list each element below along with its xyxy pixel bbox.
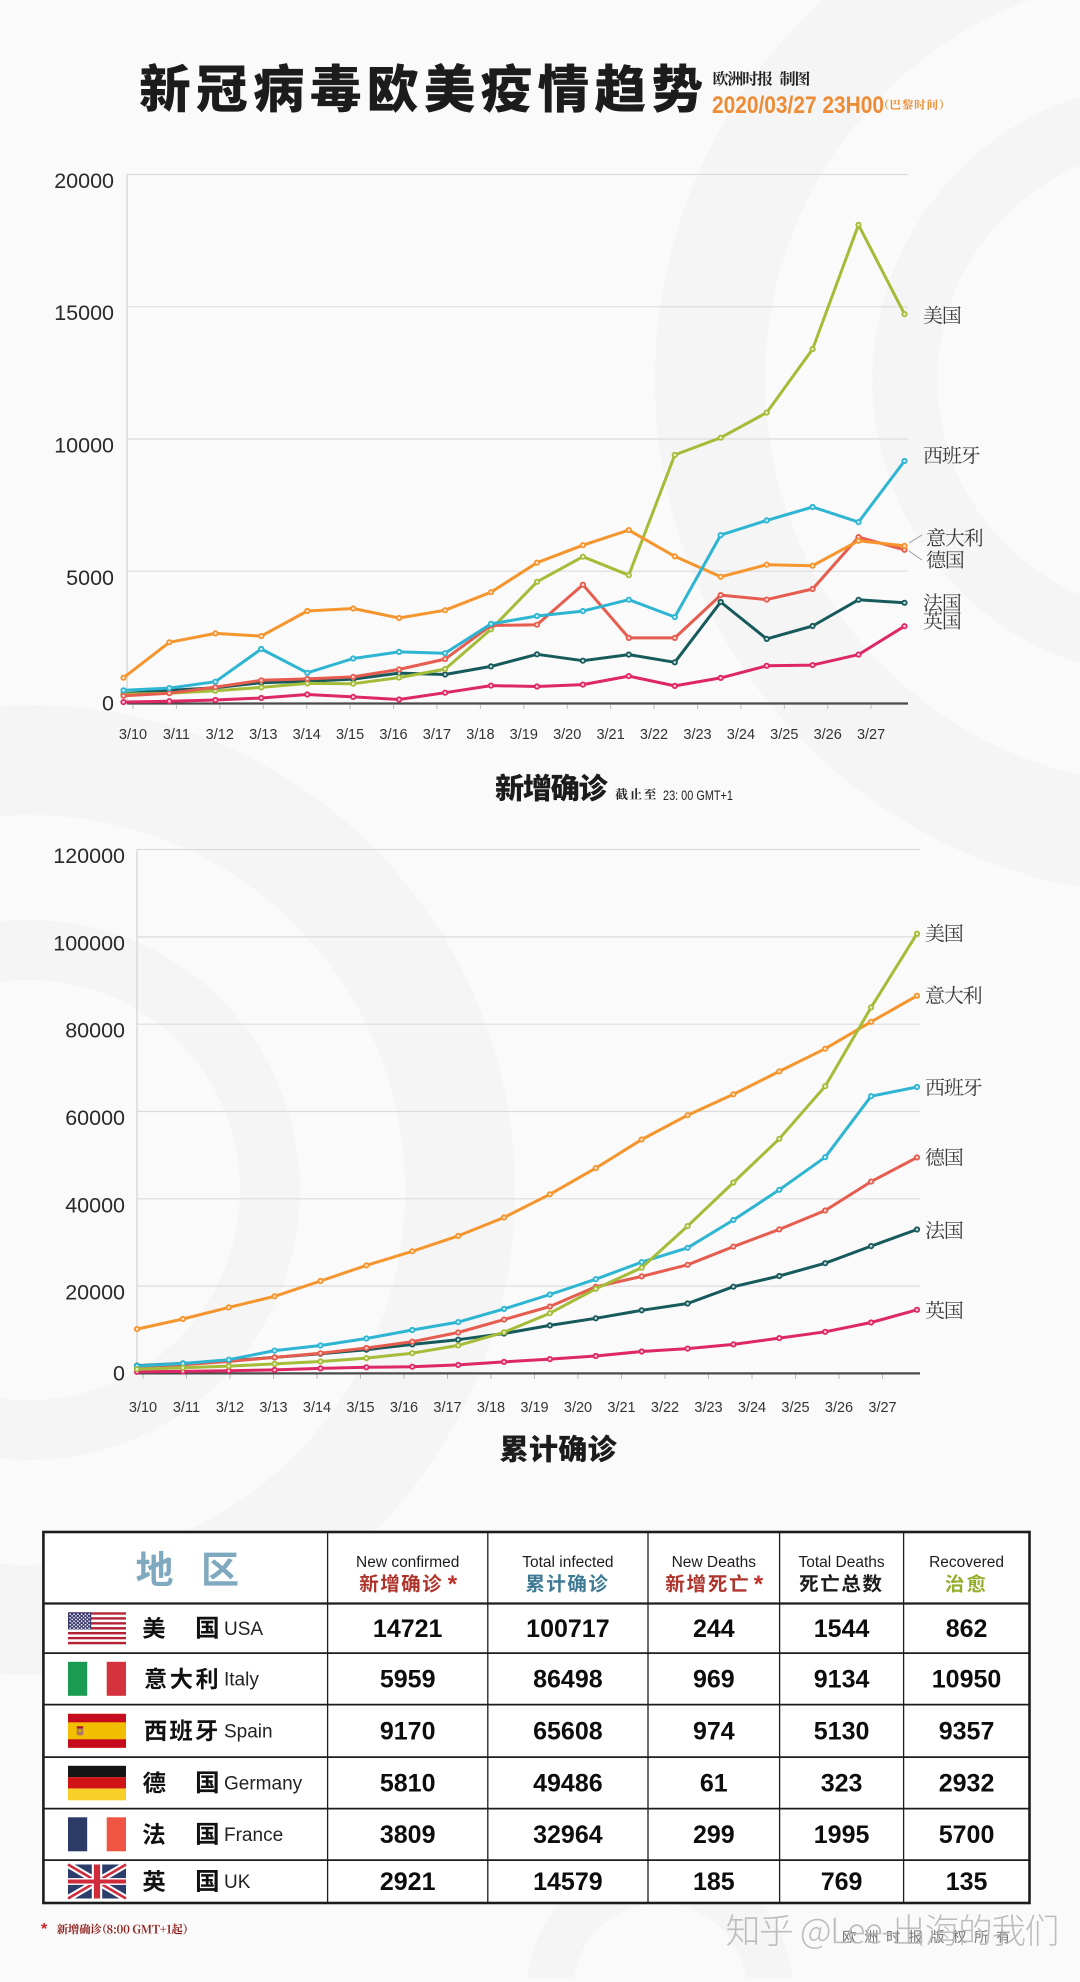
svg-text:5959: 5959 [380, 1665, 436, 1693]
svg-text:3/12: 3/12 [216, 1400, 244, 1416]
svg-text:86498: 86498 [533, 1665, 603, 1693]
svg-text:135: 135 [946, 1868, 988, 1896]
svg-text:France: France [224, 1825, 283, 1846]
svg-text:10000: 10000 [54, 434, 114, 458]
svg-text:2932: 2932 [939, 1769, 995, 1797]
svg-text:0: 0 [102, 692, 114, 716]
svg-text:5130: 5130 [814, 1717, 870, 1745]
svg-text:Recovered: Recovered [929, 1554, 1004, 1571]
svg-text:3/16: 3/16 [390, 1400, 418, 1416]
svg-text:5000: 5000 [66, 566, 114, 590]
svg-text:3/26: 3/26 [825, 1400, 853, 1416]
svg-text:120000: 120000 [53, 844, 125, 868]
svg-text:185: 185 [693, 1868, 735, 1896]
svg-text:299: 299 [693, 1821, 735, 1849]
svg-text:20000: 20000 [65, 1281, 125, 1305]
svg-text:15000: 15000 [54, 301, 114, 325]
svg-text:9134: 9134 [814, 1665, 870, 1693]
svg-text:9170: 9170 [380, 1717, 436, 1745]
svg-text:65608: 65608 [533, 1717, 603, 1745]
svg-text:1995: 1995 [814, 1821, 870, 1849]
svg-text:60000: 60000 [65, 1106, 125, 1130]
svg-text:Spain: Spain [224, 1721, 273, 1742]
svg-text:3809: 3809 [380, 1821, 436, 1849]
svg-text:New confirmed: New confirmed [356, 1554, 459, 1571]
svg-text:3/10: 3/10 [129, 1400, 157, 1416]
svg-text:3/19: 3/19 [510, 727, 538, 743]
svg-text:61: 61 [700, 1769, 728, 1797]
svg-text:40000: 40000 [65, 1193, 125, 1217]
svg-text:3/22: 3/22 [651, 1400, 679, 1416]
svg-text:3/27: 3/27 [868, 1400, 896, 1416]
svg-text:3/11: 3/11 [163, 727, 190, 743]
svg-text:3/17: 3/17 [423, 727, 451, 743]
svg-text:3/10: 3/10 [119, 727, 147, 743]
svg-text:3/25: 3/25 [770, 727, 798, 743]
svg-text:Total Deaths: Total Deaths [799, 1554, 885, 1571]
svg-text:3/21: 3/21 [596, 727, 624, 743]
svg-text:*: * [448, 1571, 458, 1598]
svg-text:*: * [41, 1921, 48, 1938]
svg-text:3/21: 3/21 [607, 1400, 635, 1416]
svg-text:323: 323 [821, 1769, 863, 1797]
svg-text:3/23: 3/23 [683, 727, 711, 743]
svg-text:New Deaths: New Deaths [672, 1554, 757, 1571]
svg-text:14721: 14721 [373, 1615, 443, 1643]
svg-text:3/14: 3/14 [293, 727, 321, 743]
svg-text:2921: 2921 [380, 1868, 436, 1896]
svg-text:969: 969 [693, 1665, 735, 1693]
svg-text:974: 974 [693, 1717, 735, 1745]
svg-text:80000: 80000 [65, 1019, 125, 1043]
svg-text:9357: 9357 [939, 1717, 995, 1745]
svg-text:3/20: 3/20 [553, 727, 581, 743]
svg-text:3/22: 3/22 [640, 727, 668, 743]
svg-text:23: 00 GMT+1: 23: 00 GMT+1 [663, 787, 733, 803]
svg-text:3/16: 3/16 [379, 727, 407, 743]
svg-text:3/20: 3/20 [564, 1400, 592, 1416]
svg-text:3/15: 3/15 [336, 727, 364, 743]
svg-text:3/19: 3/19 [520, 1400, 548, 1416]
svg-text:5700: 5700 [939, 1821, 995, 1849]
svg-text:*: * [754, 1571, 764, 1598]
svg-text:0: 0 [113, 1361, 125, 1385]
svg-text:Total infected: Total infected [522, 1554, 613, 1571]
svg-text:3/11: 3/11 [173, 1400, 200, 1416]
svg-text:3/13: 3/13 [259, 1400, 287, 1416]
svg-text:14579: 14579 [533, 1868, 603, 1896]
svg-text:3/14: 3/14 [303, 1400, 331, 1416]
svg-text:3/23: 3/23 [694, 1400, 722, 1416]
svg-text:3/13: 3/13 [249, 727, 277, 743]
svg-text:3/12: 3/12 [206, 727, 234, 743]
svg-text:100000: 100000 [53, 931, 125, 955]
svg-text:3/24: 3/24 [727, 727, 755, 743]
svg-text:769: 769 [821, 1868, 863, 1896]
svg-text:UK: UK [224, 1872, 251, 1893]
svg-text:3/27: 3/27 [857, 727, 885, 743]
svg-text:3/25: 3/25 [781, 1400, 809, 1416]
svg-text:5810: 5810 [380, 1769, 436, 1797]
svg-text:3/18: 3/18 [477, 1400, 505, 1416]
svg-text:Germany: Germany [224, 1773, 303, 1794]
svg-text:20000: 20000 [54, 169, 114, 193]
svg-text:3/18: 3/18 [466, 727, 494, 743]
svg-text:3/17: 3/17 [433, 1400, 461, 1416]
svg-text:3/24: 3/24 [738, 1400, 766, 1416]
svg-text:USA: USA [224, 1619, 263, 1640]
svg-text:10950: 10950 [932, 1665, 1002, 1693]
svg-text:2020/03/27 23H00: 2020/03/27 23H00 [712, 92, 884, 119]
svg-text:Italy: Italy [224, 1669, 259, 1690]
svg-text:49486: 49486 [533, 1769, 603, 1797]
svg-text:244: 244 [693, 1615, 735, 1643]
svg-text:862: 862 [946, 1615, 988, 1643]
svg-text:3/15: 3/15 [346, 1400, 374, 1416]
svg-text:32964: 32964 [533, 1821, 603, 1849]
svg-text:3/26: 3/26 [814, 727, 842, 743]
svg-text:1544: 1544 [814, 1615, 870, 1643]
svg-text:100717: 100717 [526, 1615, 609, 1643]
